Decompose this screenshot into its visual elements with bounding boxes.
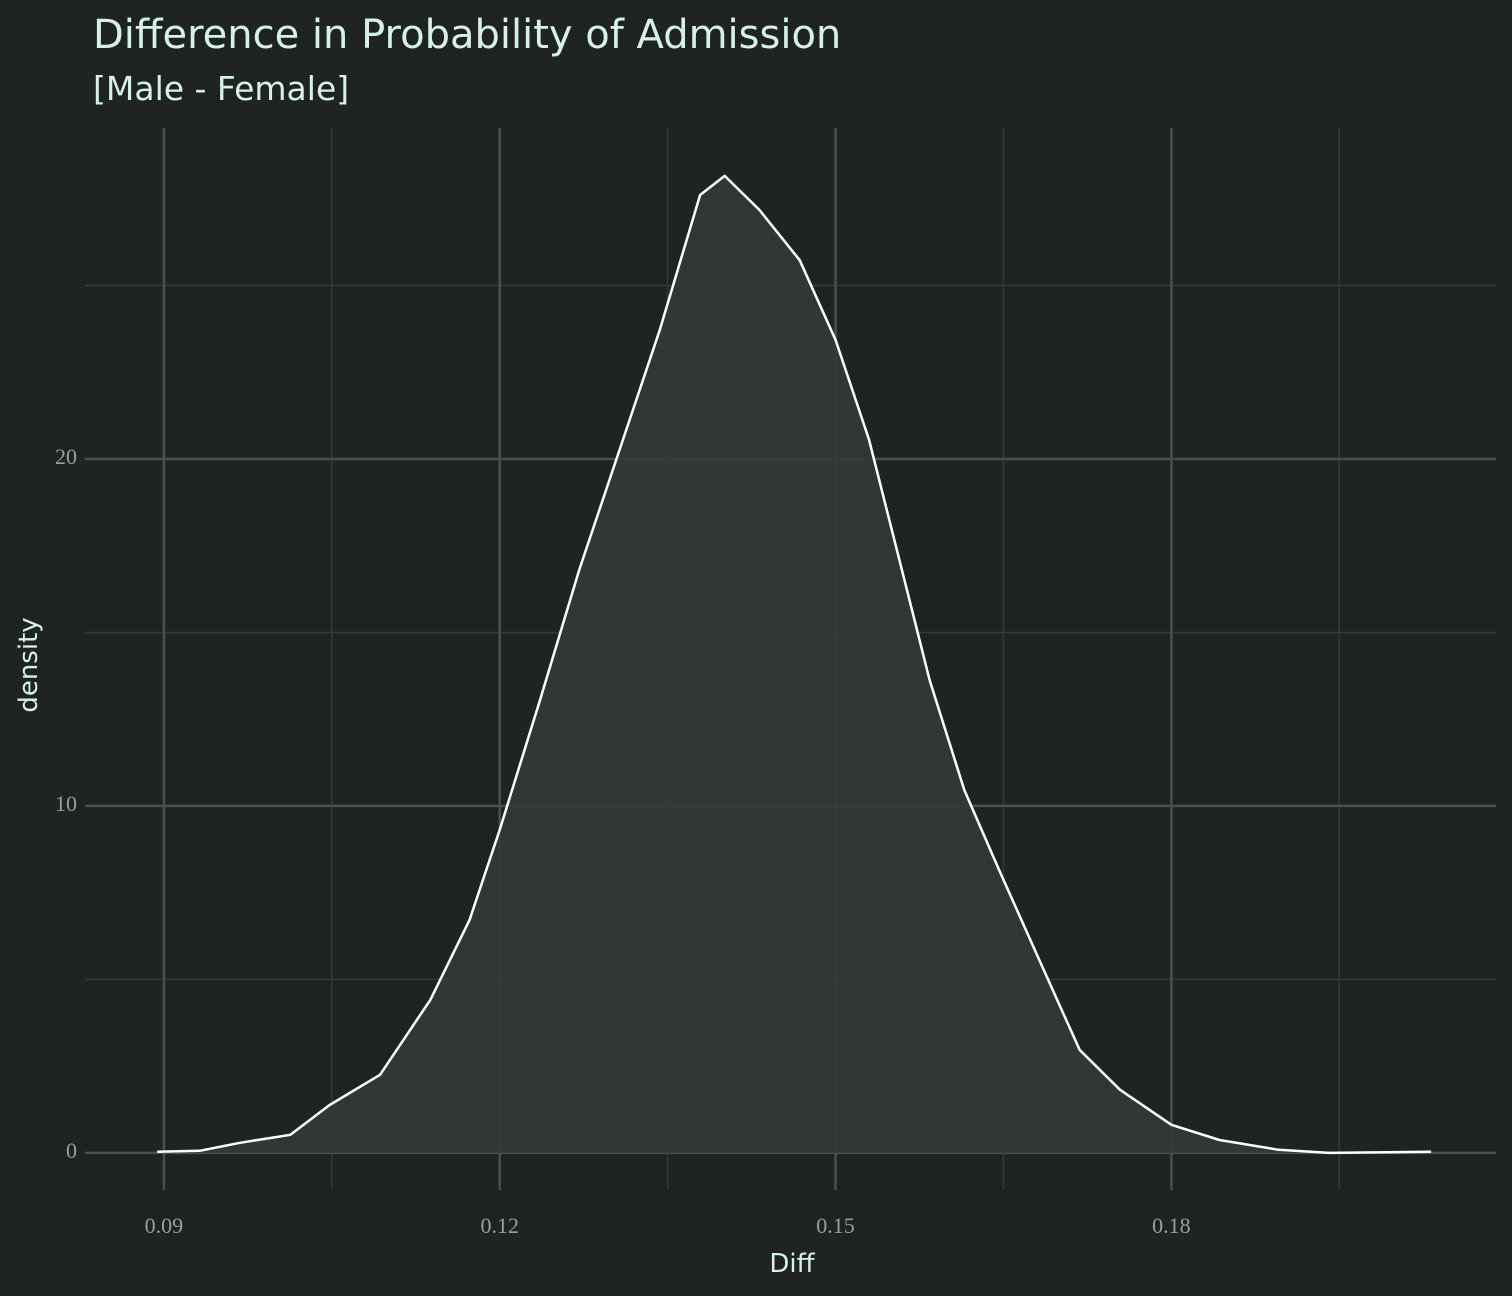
x-axis-label: Diff: [769, 1249, 815, 1279]
y-tick-label: 20: [55, 444, 77, 469]
chart-subtitle: [Male - Female]: [93, 69, 349, 108]
y-tick-label: 0: [66, 1138, 77, 1163]
chart-title: Difference in Probability of Admission: [93, 12, 841, 58]
density-area: [157, 175, 1432, 1153]
x-tick-label: 0.15: [816, 1213, 855, 1238]
x-tick-label: 0.18: [1152, 1213, 1191, 1238]
density-line: [157, 174, 1432, 1155]
y-tick-label: 10: [55, 791, 77, 816]
x-tick-label: 0.09: [145, 1213, 184, 1238]
y-axis-label: density: [14, 617, 44, 712]
x-tick-label: 0.12: [480, 1213, 519, 1238]
